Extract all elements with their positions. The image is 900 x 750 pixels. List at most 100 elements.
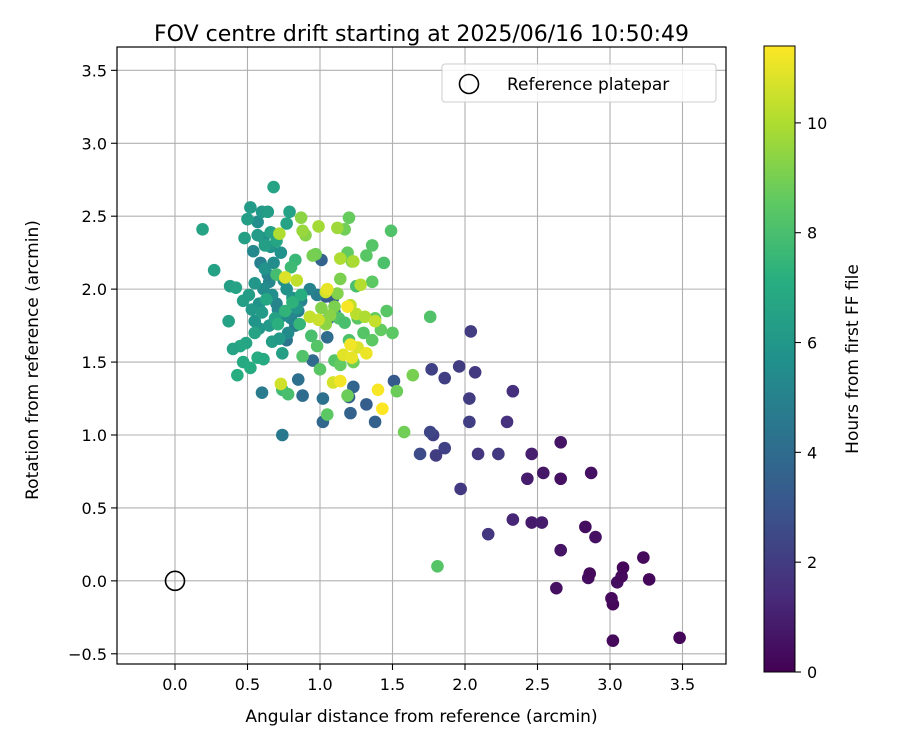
legend-box — [441, 63, 717, 103]
scatter-point — [344, 406, 357, 420]
y-ticks: −0.5 0.0 0.5 1.0 1.5 2.0 2.5 3.0 3.5 — [68, 61, 117, 664]
scatter-point — [521, 472, 534, 486]
scatter-point — [454, 482, 467, 496]
scatter-point — [360, 398, 373, 411]
x-tick-label: 2.5 — [525, 675, 550, 694]
scatter-point — [226, 342, 240, 356]
scatter-point — [320, 330, 334, 344]
scatter-point — [286, 295, 299, 309]
scatter-point — [296, 224, 309, 238]
scatter-point — [251, 228, 264, 242]
scatter-point — [331, 287, 344, 300]
scatter-point — [535, 516, 549, 529]
scatter-point — [271, 317, 285, 331]
colorbar: 0 2 4 6 8 10 Hours from first FF file — [763, 45, 863, 682]
colorbar-tick-label: 2 — [807, 553, 817, 572]
scatter-point — [423, 425, 437, 439]
scatter-point — [267, 256, 280, 270]
scatter-point — [248, 276, 262, 290]
scatter-point — [310, 339, 324, 353]
scatter-point — [492, 447, 505, 461]
scatter-point — [673, 631, 686, 645]
scatter-point — [245, 303, 259, 316]
colorbar-label: Hours from first FF file — [843, 264, 863, 454]
colorbar-gradient — [763, 45, 796, 673]
scatter-point — [554, 472, 567, 486]
scatter-point — [257, 352, 270, 366]
scatter-point — [283, 205, 296, 219]
scatter-point — [357, 326, 370, 340]
x-tick-label: 1.0 — [307, 675, 332, 694]
scatter-point — [606, 634, 620, 647]
colorbar-tick-label: 0 — [807, 663, 817, 682]
scatter-point — [464, 325, 478, 338]
grid-x — [174, 47, 684, 664]
x-ticks: 0.0 0.5 1.0 1.5 2.0 2.5 3.0 3.5 — [162, 664, 695, 694]
scatter-point — [244, 201, 257, 214]
scatter-point — [365, 333, 379, 347]
x-tick-label: 1.5 — [380, 675, 405, 694]
y-tick-label: 0.5 — [82, 499, 107, 518]
data-points — [196, 180, 686, 647]
scatter-point — [284, 260, 298, 274]
colorbar-tick-label: 6 — [807, 334, 817, 353]
scatter-point — [196, 223, 209, 236]
scatter-point — [305, 329, 318, 343]
scatter-point — [331, 221, 344, 235]
scatter-point — [463, 392, 476, 405]
scatter-point — [344, 338, 357, 351]
scatter-point — [276, 428, 289, 442]
scatter-point — [242, 288, 256, 302]
scatter-point — [365, 275, 379, 289]
scatter-point — [380, 304, 394, 318]
scatter-point — [354, 278, 367, 292]
plot-frame — [116, 46, 727, 665]
scatter-point — [260, 293, 273, 306]
scatter-point — [506, 384, 520, 398]
scatter-point — [273, 332, 286, 346]
scatter-point — [589, 530, 602, 544]
scatter-point — [312, 220, 325, 233]
reference-marker — [164, 570, 186, 592]
scatter-point — [293, 317, 307, 331]
scatter-point — [280, 217, 293, 230]
scatter-point — [334, 252, 347, 265]
scatter-point — [481, 527, 495, 541]
scatter-point — [315, 301, 328, 315]
scatter-point — [637, 551, 650, 564]
scatter-point — [365, 239, 379, 252]
scatter-point — [386, 326, 399, 340]
scatter-point — [244, 361, 257, 375]
scatter-point — [384, 224, 398, 238]
scatter-point — [278, 271, 292, 284]
y-axis-label: Rotation from reference (arcmin) — [23, 220, 43, 500]
scatter-point — [429, 449, 443, 462]
scatter-point — [306, 249, 320, 262]
scatter-point — [506, 513, 520, 526]
scatter-point — [274, 246, 288, 259]
scatter-point — [341, 389, 354, 402]
scatter-point — [550, 581, 563, 595]
scatter-point — [554, 435, 567, 449]
scatter-point — [258, 239, 272, 252]
scatter-point — [471, 447, 485, 461]
legend-label: Reference platepar — [507, 75, 669, 95]
scatter-point — [438, 371, 452, 385]
scatter-point — [583, 567, 596, 580]
scatter-point — [360, 249, 373, 262]
y-tick-label: 1.5 — [82, 353, 107, 372]
scatter-point — [423, 310, 437, 324]
scatter-point — [303, 310, 317, 324]
scatter-point — [368, 314, 382, 328]
scatter-point — [255, 386, 269, 399]
y-tick-label: 3.5 — [82, 61, 107, 80]
scatter-point — [358, 310, 372, 324]
scatter-point — [431, 559, 444, 573]
grid-y — [117, 69, 726, 655]
scatter-point — [274, 377, 288, 391]
scatter-point — [294, 211, 308, 224]
legend: Reference platepar — [441, 63, 717, 103]
scatter-point — [406, 368, 420, 382]
scatter-point — [376, 402, 389, 416]
